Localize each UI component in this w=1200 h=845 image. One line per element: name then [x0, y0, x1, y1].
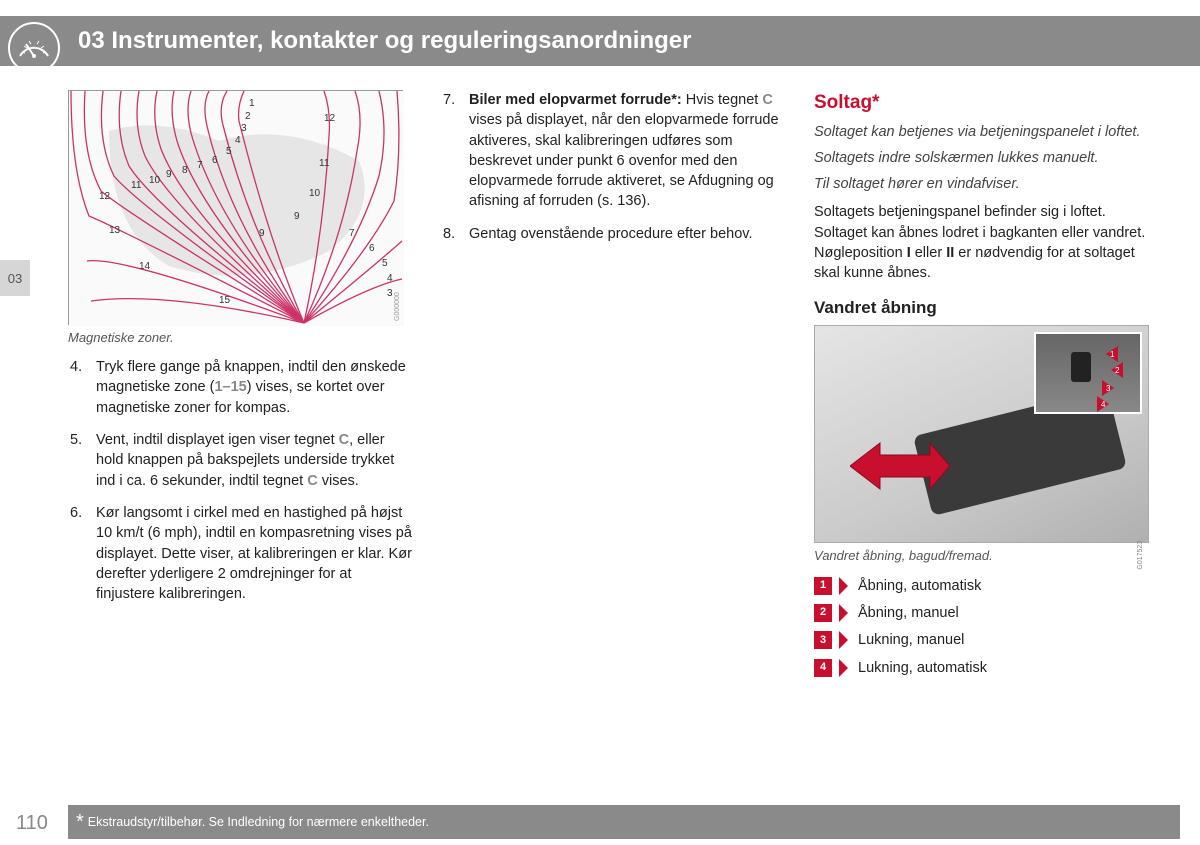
legend-arrow-icon: [839, 604, 848, 622]
column-3: Soltag* Soltaget kan betjenes via betjen…: [814, 90, 1159, 685]
svg-text:11: 11: [319, 158, 330, 169]
svg-text:7: 7: [197, 160, 203, 171]
body-1: Soltagets betjeningspanel befinder sig i…: [814, 202, 1159, 283]
steps-list-1: Tryk flere gange på knappen, indtil den …: [68, 357, 413, 604]
step-4: Tryk flere gange på knappen, indtil den …: [68, 357, 413, 418]
svg-text:7: 7: [349, 228, 355, 239]
step-7: Biler med elopvarmet forrude*: Hvis tegn…: [441, 90, 786, 212]
svg-text:10: 10: [309, 188, 321, 199]
map-caption: Magnetiske zoner.: [68, 329, 413, 347]
svg-text:9: 9: [294, 211, 300, 222]
legend-label: Lukning, automatisk: [858, 658, 987, 678]
chapter-header: 03 Instrumenter, kontakter og regulering…: [0, 16, 1200, 66]
footer-bar: * Ekstraudstyr/tilbehør. Se Indledning f…: [68, 805, 1180, 839]
svg-text:2: 2: [1115, 366, 1120, 375]
legend-arrow-icon: [839, 659, 848, 677]
footnote-text: Ekstraudstyr/tilbehør. Se Indledning for…: [88, 815, 429, 829]
svg-text:1: 1: [1110, 350, 1115, 359]
legend: 1 Åbning, automatisk 2 Åbning, manuel 3 …: [814, 576, 1159, 678]
legend-num-2: 2: [814, 604, 832, 622]
svg-text:10: 10: [149, 175, 161, 186]
legend-item-4: 4 Lukning, automatisk: [814, 658, 1159, 678]
legend-num-4: 4: [814, 659, 832, 677]
sunroof-caption: Vandret åbning, bagud/fremad.: [814, 547, 1159, 565]
legend-num-1: 1: [814, 577, 832, 595]
footnote-star: *: [76, 812, 84, 832]
steps-list-2: Biler med elopvarmet forrude*: Hvis tegn…: [441, 90, 786, 244]
section-tab: 03: [0, 260, 30, 296]
legend-label: Åbning, manuel: [858, 603, 959, 623]
svg-text:5: 5: [382, 258, 388, 269]
column-2: Biler med elopvarmet forrude*: Hvis tegn…: [441, 90, 786, 685]
svg-text:12: 12: [324, 113, 336, 124]
svg-text:G000000: G000000: [394, 292, 401, 321]
gauge-icon: [8, 22, 60, 74]
column-1: 1 2 3 4 5 6 7 8 9 10 11 12 13 14 15 12 1: [68, 90, 413, 685]
italic-2: Soltagets indre solskærmen lukkes manuel…: [814, 148, 1159, 168]
chapter-title: 03 Instrumenter, kontakter og regulering…: [78, 27, 691, 55]
legend-num-3: 3: [814, 631, 832, 649]
svg-text:8: 8: [182, 165, 188, 176]
svg-text:15: 15: [219, 295, 231, 306]
italic-1: Soltaget kan betjenes via betjeningspane…: [814, 122, 1159, 142]
image-code: G017523: [1136, 540, 1146, 569]
legend-arrow-icon: [839, 631, 848, 649]
svg-text:4: 4: [1101, 400, 1106, 409]
control-inset: 1 2 3 4: [1034, 332, 1142, 414]
svg-text:9: 9: [259, 228, 265, 239]
magnetic-zones-map: 1 2 3 4 5 6 7 8 9 10 11 12 13 14 15 12 1: [68, 90, 403, 325]
sunroof-image: 1 2 3 4 G017523: [814, 325, 1149, 543]
italic-3: Til soltaget hører en vindafviser.: [814, 174, 1159, 194]
svg-text:3: 3: [387, 288, 393, 299]
step-5: Vent, indtil displayet igen viser tegnet…: [68, 430, 413, 491]
svg-text:5: 5: [226, 146, 232, 157]
legend-label: Lukning, manuel: [858, 630, 964, 650]
legend-item-2: 2 Åbning, manuel: [814, 603, 1159, 623]
svg-text:2: 2: [245, 111, 251, 122]
svg-text:6: 6: [369, 243, 375, 254]
svg-text:3: 3: [241, 123, 247, 134]
legend-label: Åbning, automatisk: [858, 576, 981, 596]
step-8: Gentag ovenstående procedure efter behov…: [441, 224, 786, 244]
svg-text:6: 6: [212, 155, 218, 166]
svg-text:9: 9: [166, 169, 172, 180]
content-columns: 1 2 3 4 5 6 7 8 9 10 11 12 13 14 15 12 1: [68, 90, 1163, 685]
svg-text:14: 14: [139, 261, 151, 272]
svg-text:12: 12: [99, 191, 111, 202]
step-6: Kør langsomt i cirkel med en hastighed p…: [68, 503, 413, 604]
legend-arrow-icon: [839, 577, 848, 595]
slide-arrow-icon: [850, 431, 950, 501]
svg-text:3: 3: [1106, 384, 1111, 393]
legend-item-3: 3 Lukning, manuel: [814, 630, 1159, 650]
sunroof-heading: Soltag*: [814, 90, 1159, 117]
svg-text:13: 13: [109, 225, 121, 236]
legend-item-1: 1 Åbning, automatisk: [814, 576, 1159, 596]
svg-text:11: 11: [131, 180, 142, 191]
subhead-horizontal: Vandret åbning: [814, 296, 1159, 320]
svg-text:4: 4: [387, 273, 393, 284]
svg-text:1: 1: [249, 98, 255, 109]
svg-text:4: 4: [235, 135, 241, 146]
page-number: 110: [16, 812, 48, 835]
